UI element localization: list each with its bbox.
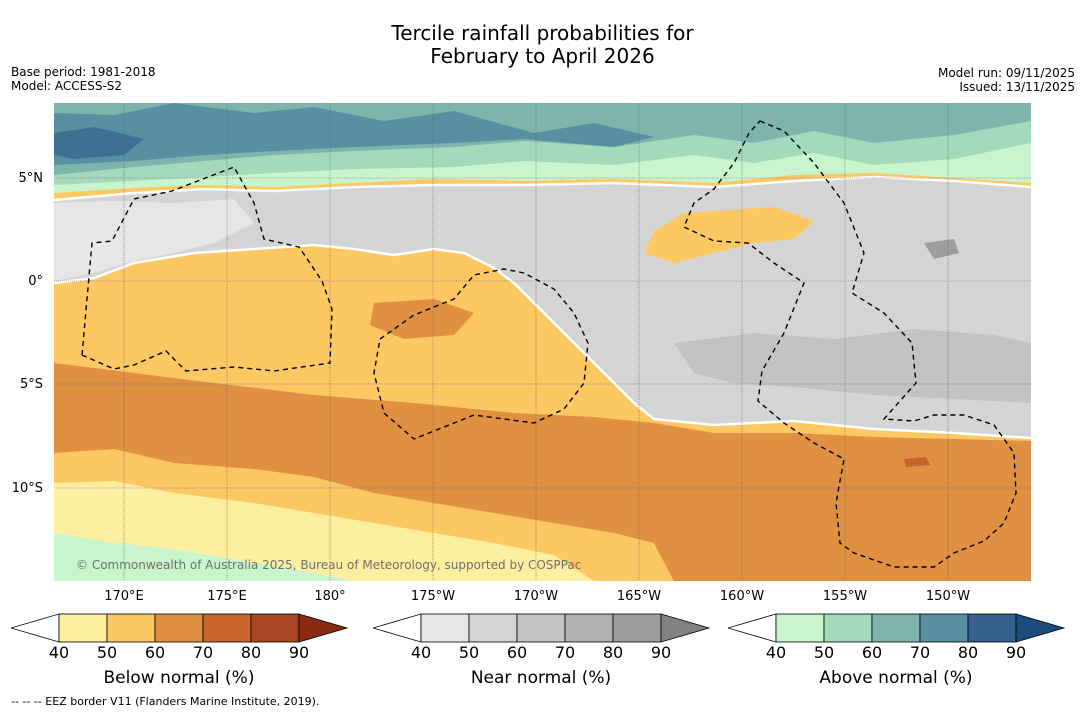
colorbar-label-near-normal: Near normal (%) [470, 668, 612, 688]
above-normal-80-patch [54, 103, 654, 165]
near-normal-90-patch [924, 239, 959, 259]
lat-label-10s: 10°S [11, 481, 43, 496]
colorbar-extend-low [9, 613, 60, 643]
cbar-tick: 80 [602, 643, 624, 662]
cbar-tick: 40 [48, 643, 70, 662]
lon-label-175e: 175°E [207, 589, 247, 604]
title-line-2: February to April 2026 [430, 44, 655, 68]
colorbar-above-normal-svg [726, 613, 1066, 643]
colorbar-segment [967, 613, 1017, 643]
lon-label-175w: 175°W [410, 589, 456, 604]
colorbar-segment [775, 613, 825, 643]
colorbar-segment [250, 613, 300, 643]
copyright-notice: © Commonwealth of Australia 2025, Bureau… [76, 558, 582, 572]
cbar-tick: 90 [288, 643, 310, 662]
colorbar-segment [58, 613, 108, 643]
tercile-boundary-south [54, 243, 1031, 440]
colorbar-below-normal-svg [9, 613, 349, 643]
colorbar-label-above-normal: Above normal (%) [819, 668, 973, 688]
above-normal-90-patch [54, 127, 144, 159]
tercile-boundary-north [54, 175, 1031, 202]
eez-border-east [683, 120, 1017, 568]
cbar-tick: 50 [813, 643, 835, 662]
cbar-tick: 90 [1005, 643, 1027, 662]
chart-title: Tercile rainfall probabilities for Febru… [0, 22, 1085, 68]
colorbar-segment [420, 613, 470, 643]
lat-label-5s: 5°S [19, 377, 43, 392]
lon-label-180: 180° [314, 589, 346, 604]
colorbar-segment [468, 613, 518, 643]
lat-label-0: 0° [28, 274, 43, 289]
lon-label-170e: 170°E [104, 589, 144, 604]
colorbar-extend-low [371, 613, 422, 643]
cbar-tick: 60 [506, 643, 528, 662]
map-svg [54, 103, 1031, 581]
colorbar-extend-high [660, 613, 711, 643]
colorbar-segment [516, 613, 566, 643]
eez-footnote: -- -- -- EEZ border V11 (Flanders Marine… [11, 695, 320, 708]
cbar-tick: 70 [554, 643, 576, 662]
colorbar-extend-high [298, 613, 349, 643]
cbar-tick: 90 [650, 643, 672, 662]
model-name: Model: ACCESS-S2 [11, 79, 123, 93]
colorbar-segment [919, 613, 969, 643]
colorbar-segment [612, 613, 662, 643]
lon-label-160w: 160°W [719, 589, 765, 604]
colorbar-segment [823, 613, 873, 643]
colorbar-extend-low [726, 613, 777, 643]
colorbar-below-normal [9, 613, 349, 643]
colorbar-near-normal-svg [371, 613, 711, 643]
cbar-tick: 40 [410, 643, 432, 662]
colorbar-extend-high [1015, 613, 1066, 643]
below-normal-70-patch-center [370, 299, 474, 339]
cbar-tick: 40 [765, 643, 787, 662]
colorbar-label-below-normal: Below normal (%) [103, 668, 255, 688]
meta-left: Base period: 1981-2018 Model: ACCESS-S2 [11, 65, 156, 93]
colorbar-segment [106, 613, 156, 643]
below-normal-70-patch-east [824, 441, 1031, 529]
title-line-1: Tercile rainfall probabilities for [391, 21, 694, 45]
rainfall-probability-map: © Commonwealth of Australia 2025, Bureau… [54, 103, 1031, 581]
model-run-date: Model run: 09/11/2025 [937, 66, 1075, 80]
cbar-tick: 50 [96, 643, 118, 662]
lon-label-165w: 165°W [616, 589, 662, 604]
colorbar-above-normal [726, 613, 1066, 643]
colorbar-segment [154, 613, 204, 643]
cbar-tick: 60 [861, 643, 883, 662]
lon-label-155w: 155°W [822, 589, 868, 604]
cbar-tick: 70 [192, 643, 214, 662]
colorbar-near-normal [371, 613, 711, 643]
near-normal-70-patch [674, 329, 1031, 403]
below-normal-80-patch [904, 457, 930, 467]
meta-right: Model run: 09/11/2025 Issued: 13/11/2025 [938, 66, 1075, 94]
cbar-tick: 50 [458, 643, 480, 662]
eez-borders [81, 120, 1017, 568]
issued-date: Issued: 13/11/2025 [959, 80, 1075, 94]
near-normal-40-patch [54, 199, 254, 281]
colorbar-segment [564, 613, 614, 643]
lon-label-150w: 150°W [925, 589, 971, 604]
colorbar-segment [202, 613, 252, 643]
map-graticule [54, 103, 1031, 581]
eez-border-west [81, 166, 333, 372]
colorbar-segment [871, 613, 921, 643]
eez-border-central [373, 268, 589, 440]
above-normal-south-patch [54, 533, 354, 581]
cbar-tick: 70 [909, 643, 931, 662]
lat-label-5n: 5°N [18, 171, 44, 186]
cbar-tick: 80 [957, 643, 979, 662]
cbar-tick: 60 [144, 643, 166, 662]
base-period: Base period: 1981-2018 [11, 65, 156, 79]
cbar-tick: 80 [240, 643, 262, 662]
lon-label-170w: 170°W [513, 589, 559, 604]
